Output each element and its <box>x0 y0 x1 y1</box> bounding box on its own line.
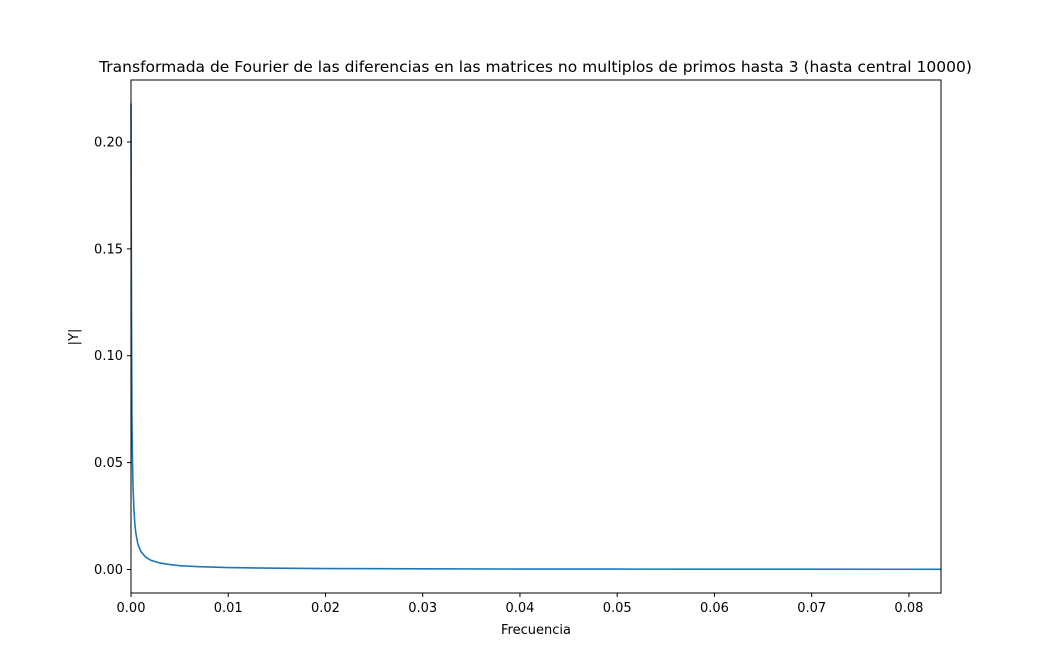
x-tick-label: 0.00 <box>117 601 146 616</box>
y-tick-label: 0.15 <box>94 242 123 257</box>
chart-title: Transformada de Fourier de las diferenci… <box>98 58 972 76</box>
y-tick-label: 0.05 <box>94 456 123 471</box>
x-axis-label: Frecuencia <box>501 623 571 638</box>
y-axis-label: |Y| <box>67 329 82 346</box>
x-tick-label: 0.03 <box>408 601 437 616</box>
x-tick-label: 0.07 <box>797 601 826 616</box>
x-tick-label: 0.04 <box>505 601 534 616</box>
y-tick-label: 0.20 <box>94 135 123 150</box>
x-tick-label: 0.08 <box>894 601 923 616</box>
y-axis: 0.00 0.05 0.10 0.15 0.20 <box>94 135 131 578</box>
x-tick-label: 0.02 <box>311 601 340 616</box>
series-line-0 <box>130 103 942 571</box>
y-tick-label: 0.00 <box>94 563 123 578</box>
x-axis: 0.00 0.01 0.02 0.03 0.04 0.05 0.06 0.07 0.08 <box>117 593 923 616</box>
x-tick-label: 0.06 <box>700 601 729 616</box>
y-tick-label: 0.10 <box>94 349 123 364</box>
x-tick-label: 0.01 <box>214 601 243 616</box>
x-tick-label: 0.05 <box>603 601 632 616</box>
plot-frame <box>130 79 942 594</box>
plot-area <box>130 103 942 571</box>
